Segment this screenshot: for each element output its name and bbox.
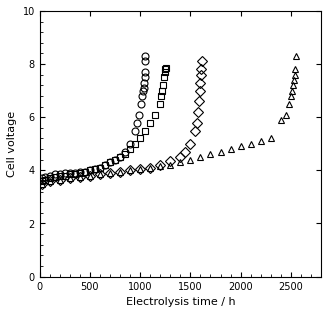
X-axis label: Electrolysis time / h: Electrolysis time / h (126, 297, 235, 307)
Y-axis label: Cell voltage: Cell voltage (7, 111, 17, 177)
